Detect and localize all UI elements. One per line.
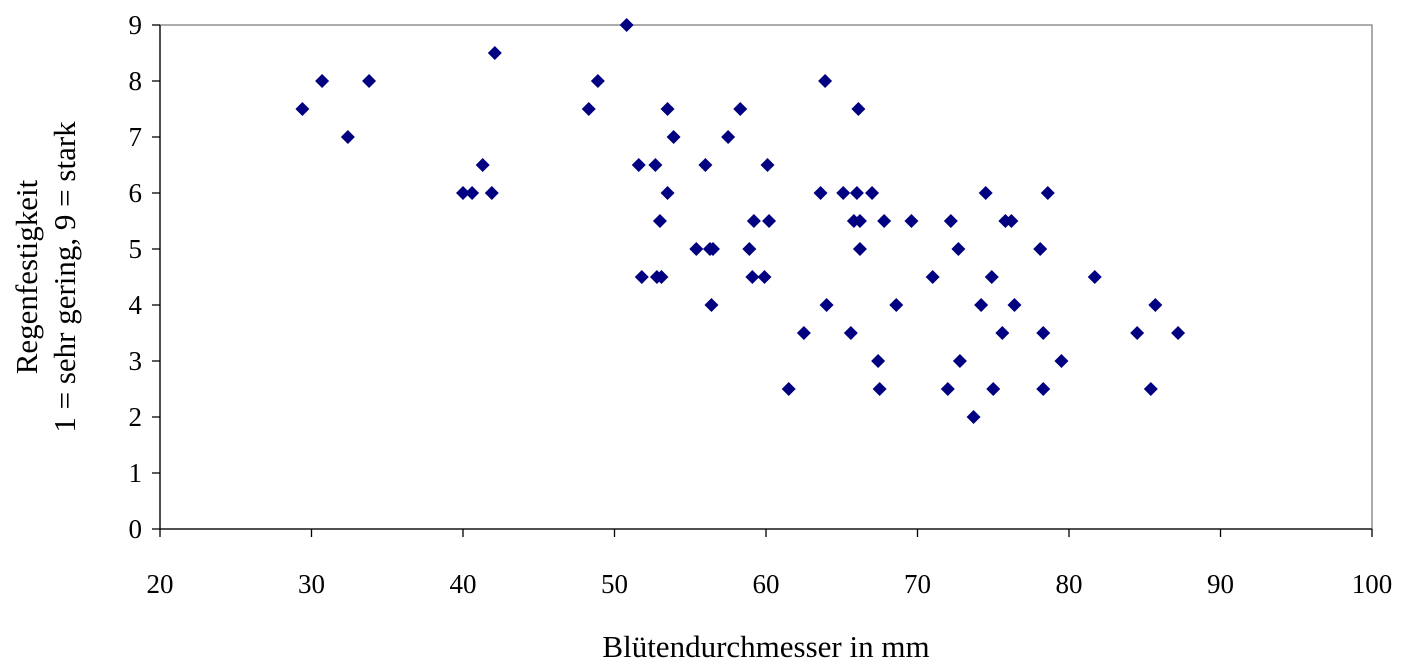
data-point bbox=[1054, 354, 1069, 368]
data-point bbox=[1143, 382, 1158, 396]
y-axis-ticks: 0 1 2 3 4 5 6 7 8 9 bbox=[129, 10, 160, 544]
data-point bbox=[660, 102, 675, 116]
data-point bbox=[904, 214, 919, 228]
data-point bbox=[733, 102, 748, 116]
data-point bbox=[781, 382, 796, 396]
data-point bbox=[865, 186, 880, 200]
y-tick-label: 3 bbox=[129, 346, 143, 376]
data-point bbox=[1007, 298, 1022, 312]
data-point bbox=[456, 186, 470, 200]
data-point bbox=[660, 186, 675, 200]
data-point bbox=[974, 298, 989, 312]
data-point bbox=[836, 186, 851, 200]
data-point bbox=[760, 158, 775, 172]
data-points bbox=[295, 18, 1186, 424]
data-point bbox=[952, 354, 967, 368]
data-point bbox=[652, 214, 667, 228]
data-point bbox=[484, 186, 499, 200]
data-point bbox=[1036, 382, 1051, 396]
y-axis-title: Regenfestigkeit 1 = sehr gering, 9 = sta… bbox=[9, 121, 82, 433]
x-tick-label: 20 bbox=[147, 569, 174, 599]
y-tick-label: 0 bbox=[129, 514, 143, 544]
x-tick-label: 60 bbox=[753, 569, 780, 599]
data-point bbox=[1036, 326, 1051, 340]
x-tick-label: 90 bbox=[1207, 569, 1234, 599]
data-point bbox=[984, 270, 999, 284]
y-tick-label: 7 bbox=[129, 122, 143, 152]
x-axis-title: Blütendurchmesser in mm bbox=[602, 629, 929, 664]
data-point bbox=[704, 298, 719, 312]
data-point bbox=[1148, 298, 1163, 312]
data-point bbox=[666, 130, 681, 144]
y-tick-label: 8 bbox=[129, 66, 143, 96]
data-point bbox=[871, 354, 886, 368]
data-point bbox=[762, 214, 777, 228]
data-point bbox=[1040, 186, 1055, 200]
data-point bbox=[315, 74, 330, 88]
data-point bbox=[872, 382, 887, 396]
data-point bbox=[889, 298, 904, 312]
x-tick-label: 50 bbox=[601, 569, 628, 599]
data-point bbox=[1130, 326, 1145, 340]
data-point bbox=[757, 270, 772, 284]
data-point bbox=[654, 270, 669, 284]
y-tick-label: 6 bbox=[129, 178, 143, 208]
data-point bbox=[742, 242, 757, 256]
x-tick-label: 80 bbox=[1056, 569, 1083, 599]
data-point bbox=[698, 158, 713, 172]
data-point bbox=[1004, 214, 1019, 228]
x-tick-label: 70 bbox=[904, 569, 931, 599]
data-point bbox=[745, 270, 760, 284]
data-point bbox=[631, 158, 646, 172]
data-point bbox=[978, 186, 993, 200]
y-axis-title-line-1: Regenfestigkeit bbox=[9, 179, 44, 374]
data-point bbox=[925, 270, 940, 284]
data-point bbox=[1087, 270, 1102, 284]
x-tick-label: 30 bbox=[298, 569, 325, 599]
y-axis-title-line-2: 1 = sehr gering, 9 = stark bbox=[47, 121, 82, 433]
data-point bbox=[1171, 326, 1186, 340]
y-tick-label: 5 bbox=[129, 234, 143, 264]
data-point bbox=[362, 74, 377, 88]
data-point bbox=[951, 242, 966, 256]
data-point bbox=[819, 298, 834, 312]
data-point bbox=[877, 214, 892, 228]
data-point bbox=[1033, 242, 1048, 256]
data-point bbox=[619, 18, 634, 32]
data-point bbox=[721, 130, 736, 144]
data-point bbox=[634, 270, 649, 284]
data-point bbox=[487, 46, 502, 60]
data-point bbox=[340, 130, 355, 144]
data-point bbox=[966, 410, 981, 424]
y-tick-label: 9 bbox=[129, 10, 143, 40]
y-tick-label: 1 bbox=[129, 458, 143, 488]
x-tick-label: 100 bbox=[1352, 569, 1393, 599]
data-point bbox=[852, 214, 867, 228]
x-tick-label: 40 bbox=[450, 569, 477, 599]
data-point bbox=[689, 242, 704, 256]
data-point bbox=[943, 214, 958, 228]
data-point bbox=[852, 242, 867, 256]
data-point bbox=[648, 158, 663, 172]
data-point bbox=[295, 102, 310, 116]
data-point bbox=[818, 74, 833, 88]
x-axis-ticks: 20 30 40 50 60 70 80 90 100 bbox=[147, 529, 1393, 599]
data-point bbox=[986, 382, 1001, 396]
data-point bbox=[475, 158, 490, 172]
y-tick-label: 4 bbox=[129, 290, 143, 320]
data-point bbox=[796, 326, 811, 340]
data-point bbox=[813, 186, 828, 200]
y-tick-label: 2 bbox=[129, 402, 143, 432]
data-point bbox=[590, 74, 605, 88]
data-point bbox=[851, 102, 866, 116]
data-point bbox=[995, 326, 1010, 340]
data-point bbox=[705, 242, 720, 256]
data-point bbox=[465, 186, 480, 200]
data-point bbox=[849, 186, 864, 200]
data-point bbox=[940, 382, 955, 396]
data-point bbox=[843, 326, 858, 340]
data-point bbox=[581, 102, 596, 116]
data-point bbox=[746, 214, 761, 228]
